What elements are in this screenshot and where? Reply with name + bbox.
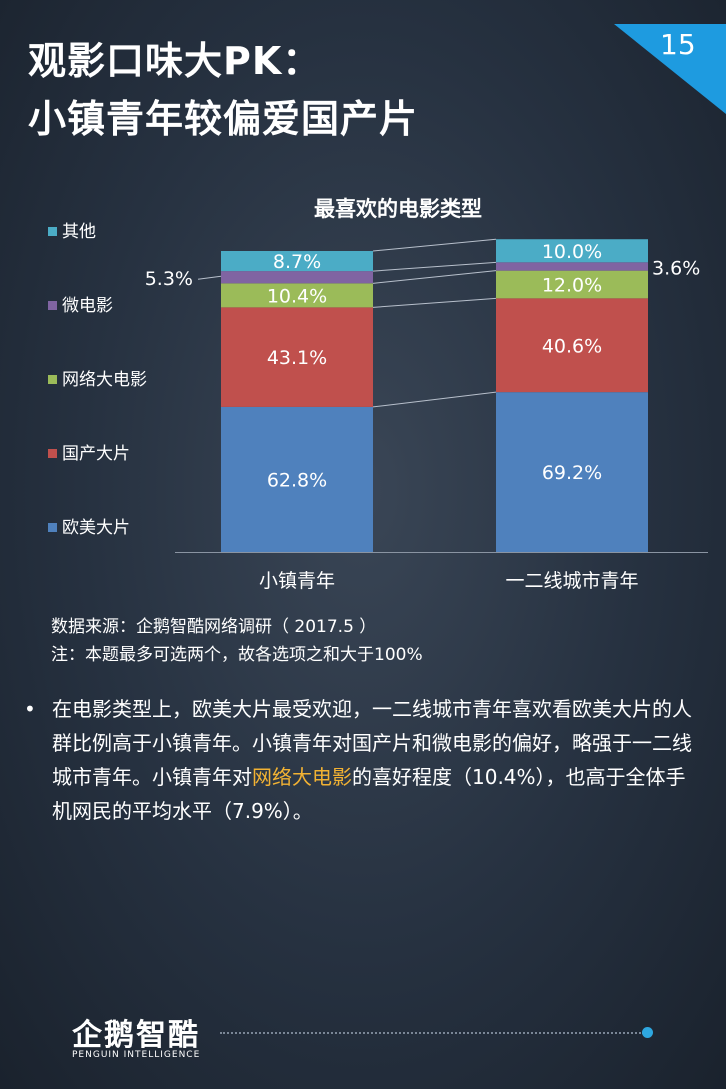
bar-segment (496, 262, 648, 271)
bar-segment (496, 298, 648, 393)
bar-segment (221, 406, 373, 552)
bar-segment (221, 251, 373, 272)
connector-line (372, 270, 497, 284)
connector-line (372, 261, 497, 272)
page-title-line1: 观影口味大PK： (28, 39, 322, 83)
data-label: 69.2% (542, 462, 602, 484)
analysis-text-part1: 在电影类型上，欧美大片最受欢迎，一二线城市青年喜欢看欧美大片的人群比例高于小镇青… (52, 697, 692, 789)
footer-dotted-line (220, 1032, 644, 1034)
connector-line (372, 391, 497, 408)
legend-swatch (48, 375, 57, 384)
connector-line (372, 238, 497, 252)
page-number: 15 (660, 28, 696, 61)
legend-swatch (48, 449, 57, 458)
data-source: 数据来源：企鹅智酷网络调研（ 2017.5 ） (51, 617, 377, 637)
leader-line (197, 275, 222, 280)
bar-segment (221, 283, 373, 308)
legend-label: 其他 (62, 222, 96, 242)
data-note: 注：本题最多可选两个，故各选项之和大于100% (51, 645, 423, 665)
legend-swatch (48, 227, 57, 236)
bar-segment (221, 271, 373, 284)
footer-dot-icon (642, 1027, 653, 1038)
bullet-icon: • (24, 697, 36, 721)
chart-title: 最喜欢的电影类型 (314, 197, 482, 221)
legend-label: 微电影 (62, 296, 113, 316)
x-tick-label: 一二线城市青年 (505, 570, 638, 592)
data-label: 10.0% (542, 241, 602, 263)
bar-segment (221, 307, 373, 407)
data-label: 12.0% (542, 274, 602, 296)
data-label: 10.4% (267, 285, 327, 307)
legend-swatch (48, 523, 57, 532)
connector-line (372, 297, 497, 308)
x-tick-label: 小镇青年 (259, 570, 335, 592)
analysis-text-part2: 的喜好程度（10.4%），也高于全体手机网民的平均水平（7.9%）。 (52, 765, 686, 823)
bar-segment (496, 239, 648, 263)
legend-label: 网络大电影 (62, 370, 147, 390)
data-label: 3.6% (652, 257, 700, 279)
data-label: 62.8% (267, 469, 327, 491)
legend-label: 国产大片 (62, 444, 130, 464)
data-label: 40.6% (542, 335, 602, 357)
bar-segment (496, 392, 648, 552)
data-label: 43.1% (267, 347, 327, 369)
legend-swatch (48, 301, 57, 310)
brand-logo-subtitle: PENGUIN INTELLIGENCE (72, 1050, 201, 1060)
brand-logo: 企鹅智酷 (72, 1018, 200, 1053)
analysis-paragraph: • 在电影类型上，欧美大片最受欢迎，一二线城市青年喜欢看欧美大片的人群比例高于小… (24, 692, 704, 828)
legend-label: 欧美大片 (62, 518, 130, 538)
bar-segment (496, 270, 648, 299)
corner-triangle (614, 24, 726, 114)
data-label: 5.3% (145, 268, 193, 290)
data-label: 8.7% (273, 251, 321, 273)
page-title-line2: 小镇青年较偏爱国产片 (28, 97, 419, 141)
analysis-highlight: 网络大电影 (252, 765, 352, 789)
